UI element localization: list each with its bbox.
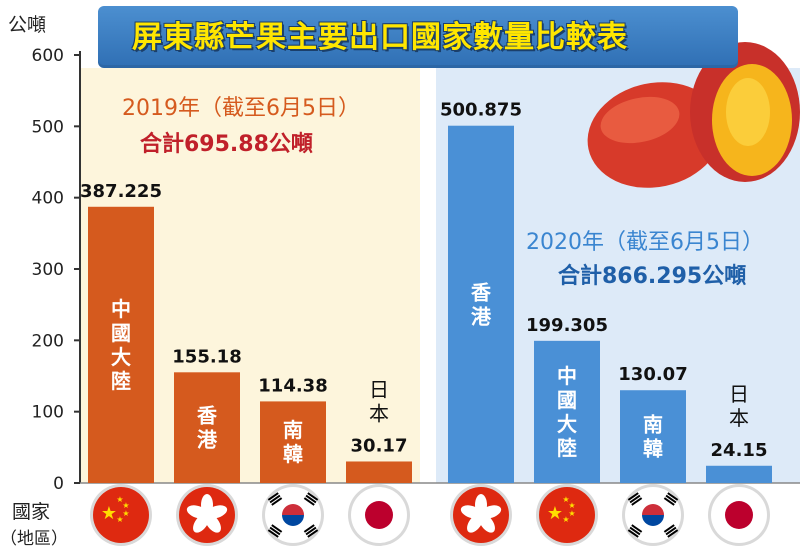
category-label: 日本 — [369, 377, 389, 425]
bar — [620, 390, 686, 483]
china-flag-icon: ★★★★★ — [90, 484, 152, 546]
value-label: 387.225 — [80, 181, 162, 202]
bar — [706, 465, 772, 483]
total-2019-label: 合計695.88公噸 — [140, 132, 313, 157]
value-label: 500.875 — [440, 100, 522, 121]
svg-text:★: ★ — [116, 515, 123, 524]
y-tick-label: 200 — [32, 331, 64, 351]
category-label: 中國大陸 — [557, 364, 577, 460]
svg-text:★: ★ — [122, 509, 129, 518]
y-tick-label: 0 — [53, 474, 64, 494]
year-2020-label: 2020年（截至6月5日） — [526, 230, 764, 255]
hong-kong-flag-icon — [176, 484, 238, 546]
china-flag-icon: ★★★★★ — [536, 484, 598, 546]
svg-text:★: ★ — [568, 509, 575, 518]
year-2019-label: 2019年（截至6月5日） — [122, 96, 360, 121]
category-label: 中國大陸 — [111, 297, 131, 393]
south-korea-flag-icon — [622, 484, 684, 546]
category-label: 香港 — [197, 404, 218, 452]
svg-text:★: ★ — [568, 501, 575, 510]
japan-flag-icon — [708, 484, 770, 546]
value-label: 199.305 — [526, 315, 608, 336]
total-2020-label: 合計866.295公噸 — [558, 264, 747, 289]
bar — [534, 340, 600, 483]
mango-illustration — [587, 42, 800, 188]
title-banner — [98, 6, 738, 68]
svg-text:★: ★ — [562, 495, 569, 504]
bar — [346, 461, 412, 483]
y-tick-label: 600 — [32, 46, 64, 66]
y-axis-unit: 公噸 — [8, 14, 47, 36]
category-label: 南韓 — [643, 413, 663, 461]
value-label: 30.17 — [351, 435, 408, 456]
bar — [88, 206, 154, 484]
x-axis-unit-sub: （地區） — [0, 529, 68, 549]
y-tick-label: 400 — [32, 189, 64, 209]
value-label: 130.07 — [618, 364, 687, 385]
y-tick-label: 300 — [32, 260, 64, 280]
japan-flag-icon — [348, 484, 410, 546]
chart-title: 屏東縣芒果主要出口國家數量比較表 — [132, 20, 628, 55]
value-label: 114.38 — [258, 375, 327, 396]
svg-text:★: ★ — [562, 515, 569, 524]
hong-kong-flag-icon — [450, 484, 512, 546]
svg-text:★: ★ — [547, 503, 563, 524]
bar — [448, 125, 514, 483]
bar — [174, 372, 240, 483]
x-axis-unit: 國家 — [12, 501, 51, 523]
category-label: 日本 — [729, 382, 749, 430]
bar — [260, 401, 326, 483]
value-label: 155.18 — [172, 346, 241, 367]
category-label: 南韓 — [283, 418, 303, 466]
y-tick-label: 500 — [32, 117, 64, 137]
svg-text:★: ★ — [122, 501, 129, 510]
svg-text:★: ★ — [116, 495, 123, 504]
category-label: 香港 — [471, 280, 492, 328]
y-tick-label: 100 — [32, 403, 64, 423]
svg-text:★: ★ — [101, 503, 117, 524]
value-label: 24.15 — [711, 440, 768, 461]
south-korea-flag-icon — [262, 484, 324, 546]
